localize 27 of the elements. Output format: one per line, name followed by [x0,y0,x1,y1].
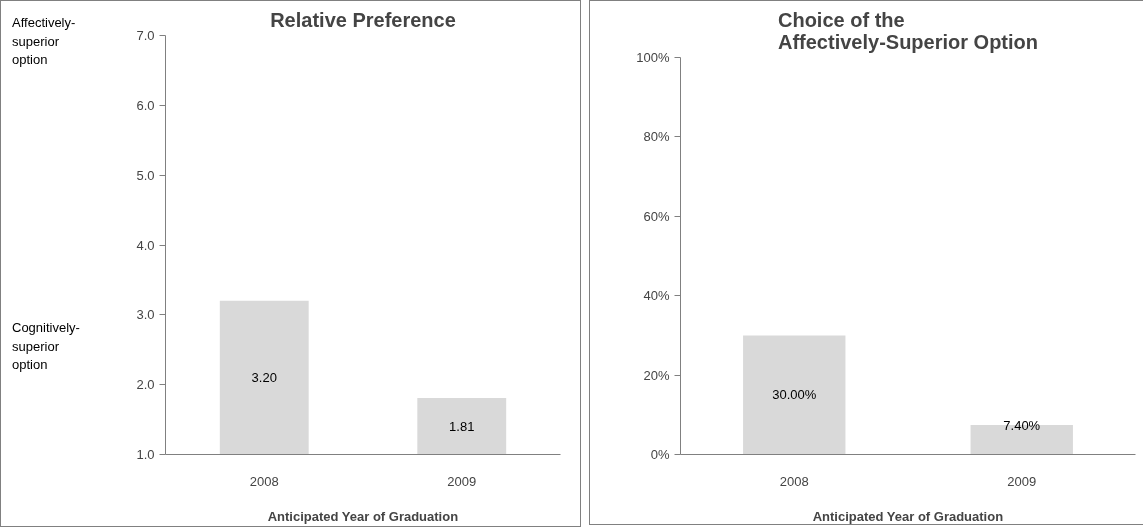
y-tick-label: 60% [643,208,670,224]
chart-title: Relative Preference [270,8,456,31]
x-axis-title: Anticipated Year of Graduation [812,508,1004,524]
y-tick-label: 7.0 [136,28,155,43]
x-tick-label: 2008 [779,473,809,489]
y-tick-label: 1.0 [136,447,155,462]
text: 3.20 [251,370,277,386]
y-tick-label: 20% [643,367,670,383]
x-tick-label: 2009 [1007,473,1037,489]
text: 1.81 [449,418,475,434]
text: 30.00% [772,387,817,403]
x-tick-label: 2009 [447,473,477,489]
chart-title: Choice of the Affectively-Superior Option [777,8,1039,53]
y-tick-label: 3.0 [136,307,155,323]
y-tick-label: 40% [643,288,670,304]
y-tick-label: 5.0 [136,167,155,183]
y-tick-label: 100% [636,50,670,65]
text: Cognitively-superior option [12,319,80,375]
x-tick-label: 2008 [249,473,279,489]
x-axis-title: Anticipated Year of Graduation [267,508,459,524]
y-tick-label: 80% [643,129,670,145]
text: Affectively-superior option [12,14,76,70]
y-tick-label: 2.0 [136,377,155,393]
y-tick-label: 6.0 [136,97,155,113]
text: 7.40% [1003,417,1041,433]
y-tick-label: 4.0 [136,237,155,253]
y-tick-label: 0% [650,447,670,462]
